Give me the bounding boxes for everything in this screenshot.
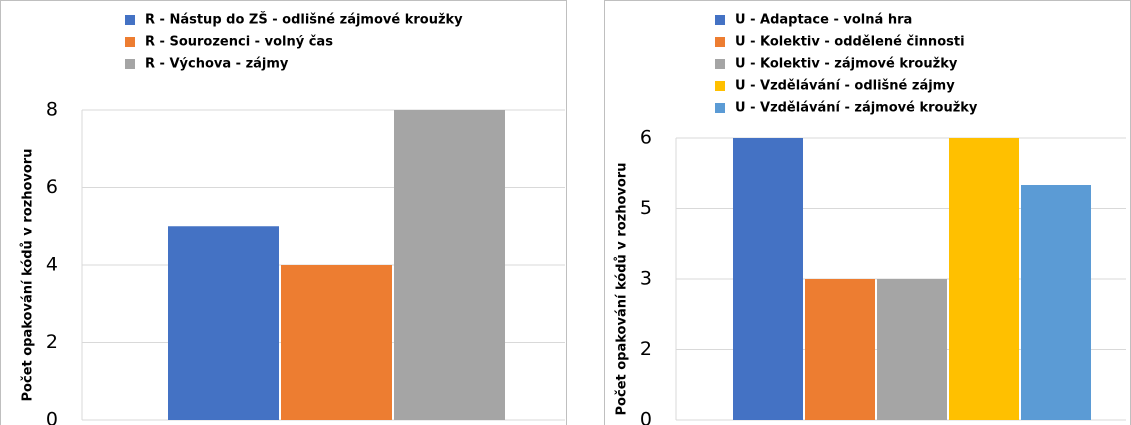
legend-swatch — [715, 37, 725, 47]
legend-label: U - Vzdělávání - odlišné zájmy — [735, 79, 955, 94]
bar — [168, 226, 279, 420]
y-tick-label: 2 — [46, 331, 58, 353]
y-tick-label: 4 — [46, 254, 58, 276]
legend-swatch — [715, 59, 725, 69]
legend-label: R - Výchova - zájmy — [145, 57, 289, 72]
legend-label: R - Sourozenci - volný čas — [145, 35, 333, 50]
legend-label: U - Adaptace - volná hra — [735, 13, 912, 28]
legend-swatch — [715, 103, 725, 113]
legend-swatch — [715, 81, 725, 91]
y-tick-label: 0 — [640, 409, 652, 425]
legend-swatch — [715, 15, 725, 25]
y-axis-title: Počet opakování kódů v rozhovoru — [21, 149, 36, 402]
legend-swatch — [125, 15, 135, 25]
bar — [877, 279, 947, 420]
legend-swatch — [125, 37, 135, 47]
bar — [394, 110, 505, 420]
panel-border — [0, 0, 567, 425]
y-tick-label: 6 — [46, 176, 58, 198]
y-tick-label: 6 — [640, 127, 652, 149]
bar — [805, 279, 875, 420]
y-tick-label: 0 — [46, 409, 58, 425]
legend-label: U - Vzdělávání - zájmové kroužky — [735, 101, 978, 116]
legend-label: R - Nástup do ZŠ - odlišné zájmové krouž… — [145, 12, 463, 28]
legend-swatch — [125, 59, 135, 69]
legend-label: U - Kolektiv - oddělené činnosti — [735, 35, 965, 50]
legend-label: U - Kolektiv - zájmové kroužky — [735, 57, 958, 72]
y-axis-title: Počet opakování kódů v rozhovoru — [615, 163, 630, 416]
bar — [949, 138, 1019, 420]
y-tick-label: 5 — [640, 197, 652, 219]
y-tick-label: 2 — [640, 338, 652, 360]
bar — [1021, 185, 1091, 420]
bar — [733, 138, 803, 420]
y-tick-label: 8 — [46, 99, 58, 121]
bar — [281, 265, 392, 420]
y-tick-label: 3 — [640, 268, 652, 290]
